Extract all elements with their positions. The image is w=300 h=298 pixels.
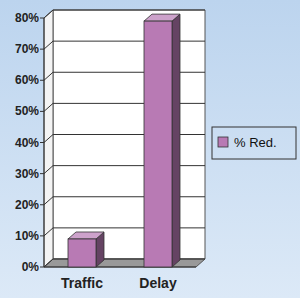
tick-mark bbox=[40, 204, 44, 205]
tick-label: 40% bbox=[15, 136, 39, 150]
tick-mark bbox=[40, 235, 44, 236]
y-axis bbox=[44, 18, 45, 267]
category-label: Delay bbox=[139, 275, 177, 291]
grid-line bbox=[44, 41, 205, 49]
page: {"chart_data": {"type": "bar", "categori… bbox=[0, 0, 300, 298]
tick-label: 50% bbox=[15, 104, 39, 118]
bar bbox=[68, 232, 104, 267]
grid-line bbox=[44, 166, 205, 174]
bar-top bbox=[68, 232, 104, 239]
legend: % Red. bbox=[212, 127, 296, 159]
tick-mark bbox=[40, 111, 44, 112]
grid-line bbox=[44, 197, 205, 205]
tick-mark bbox=[40, 18, 44, 19]
tick-mark bbox=[40, 80, 44, 81]
tick-mark bbox=[40, 267, 44, 268]
bar-top bbox=[144, 14, 180, 21]
tick-label: 0% bbox=[22, 260, 40, 274]
bar-side bbox=[172, 14, 180, 267]
grid-line bbox=[44, 135, 205, 143]
tick-label: 10% bbox=[15, 229, 39, 243]
tick-mark bbox=[40, 142, 44, 143]
grid-line bbox=[44, 103, 205, 111]
x-axis bbox=[44, 267, 196, 268]
tick-label: 20% bbox=[15, 198, 39, 212]
grid-line bbox=[44, 72, 205, 80]
legend-box bbox=[212, 127, 296, 159]
category-label: Traffic bbox=[61, 275, 103, 291]
tick-label: 30% bbox=[15, 167, 39, 181]
grid-line bbox=[44, 10, 205, 18]
chart: 0% 10% 20% 30% 40% 50% 60% 70% 80% Traffic Delay % … bbox=[0, 0, 300, 298]
bar-front bbox=[144, 21, 172, 267]
legend-label: % Red. bbox=[234, 135, 277, 150]
bar bbox=[144, 14, 180, 267]
legend-swatch bbox=[218, 137, 228, 147]
bars bbox=[68, 14, 180, 267]
tick-mark bbox=[40, 173, 44, 174]
tick-mark bbox=[40, 49, 44, 50]
tick-label: 60% bbox=[15, 73, 39, 87]
tick-label: 70% bbox=[15, 42, 39, 56]
grid-line bbox=[44, 228, 205, 236]
tick-label: 80% bbox=[15, 11, 39, 25]
bar-front bbox=[68, 239, 96, 267]
